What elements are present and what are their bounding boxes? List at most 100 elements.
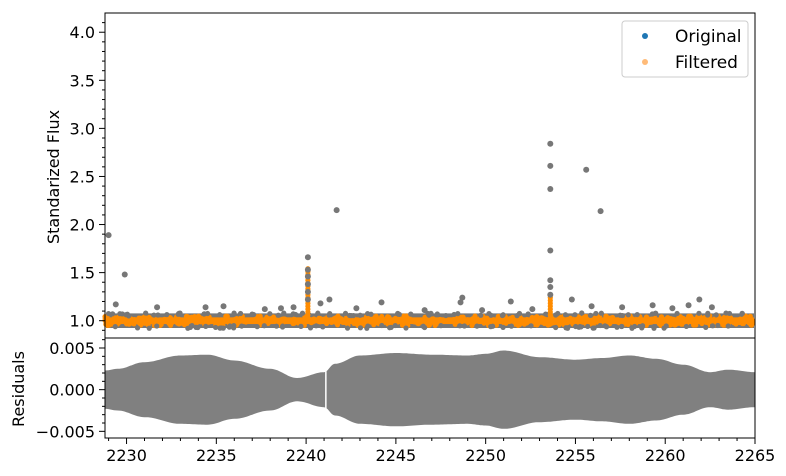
residuals-x-axis: 2230 2235 2240 2245 2250 2255 2260 2265 xyxy=(106,438,775,465)
original-outlier-point xyxy=(277,305,284,312)
original-outlier-point xyxy=(112,301,119,308)
filtered-point xyxy=(111,317,118,323)
original-point xyxy=(231,310,237,316)
filtered-point xyxy=(562,320,568,326)
original-point xyxy=(661,325,667,331)
original-point xyxy=(273,323,280,329)
original-point xyxy=(267,311,273,317)
original-outlier-point xyxy=(619,304,626,311)
original-outlier-point xyxy=(685,302,692,309)
original-outlier-point xyxy=(326,296,333,303)
original-point xyxy=(528,323,534,329)
original-outlier-point xyxy=(708,304,715,311)
original-point xyxy=(525,311,531,317)
residuals-x-tick-label: 2245 xyxy=(376,446,417,465)
flux-panel: 1.0 1.5 2.0 2.5 3.0 3.5 4.0 Standarized Flux O… xyxy=(44,12,756,339)
filtered-point xyxy=(319,316,325,323)
filtered-point xyxy=(248,317,254,323)
original-point xyxy=(443,312,449,319)
original-outlier-point xyxy=(304,296,311,303)
original-point xyxy=(421,324,428,331)
original-point xyxy=(213,324,219,331)
filtered-point xyxy=(255,315,261,321)
original-point xyxy=(392,322,398,329)
original-point xyxy=(434,311,440,317)
original-point xyxy=(154,323,160,329)
original-point xyxy=(576,324,582,330)
original-point xyxy=(725,323,731,329)
residuals-x-tick-label: 2240 xyxy=(286,446,327,465)
original-point xyxy=(357,312,363,318)
original-outlier-point xyxy=(121,271,128,278)
filtered-point xyxy=(534,322,540,328)
flux-y-tick-label: 3.0 xyxy=(70,119,95,138)
original-point xyxy=(387,325,393,331)
filtered-point xyxy=(396,315,403,322)
original-point xyxy=(151,312,157,318)
original-outlier-point xyxy=(317,300,324,307)
original-point xyxy=(299,310,306,316)
original-outlier-point xyxy=(290,304,297,311)
original-point xyxy=(134,325,141,331)
filtered-point xyxy=(358,318,365,325)
filtered-point xyxy=(238,314,244,321)
original-point xyxy=(217,325,223,331)
filtered-point xyxy=(430,319,437,326)
filtered-point xyxy=(681,319,688,325)
original-point xyxy=(598,310,604,316)
original-point xyxy=(342,310,349,317)
filtered-point xyxy=(265,320,271,326)
original-point xyxy=(597,322,603,329)
original-point xyxy=(348,313,354,319)
original-outlier-point xyxy=(507,298,514,305)
original-point xyxy=(516,310,523,317)
original-point xyxy=(591,325,597,331)
filtered-point xyxy=(567,315,573,321)
filtered-point xyxy=(477,317,483,324)
original-outlier-point xyxy=(105,232,112,239)
filtered-point xyxy=(737,316,743,322)
original-point xyxy=(315,310,321,316)
flux-y-axis: 1.0 1.5 2.0 2.5 3.0 3.5 4.0 xyxy=(70,22,105,331)
filtered-point xyxy=(746,320,752,326)
original-point xyxy=(703,324,709,330)
original-point xyxy=(457,323,463,329)
original-outlier-point xyxy=(261,306,268,313)
original-point xyxy=(187,324,193,330)
filtered-point xyxy=(376,316,382,322)
filtered-point xyxy=(539,319,545,325)
filtered-point xyxy=(352,320,358,327)
filtered-point xyxy=(282,316,288,322)
filtered-point xyxy=(473,317,479,323)
filtered-point xyxy=(538,315,545,321)
original-point xyxy=(281,310,287,316)
original-point xyxy=(625,312,631,318)
original-point xyxy=(603,324,610,330)
original-point xyxy=(379,322,385,329)
original-point xyxy=(279,324,286,330)
filtered-point xyxy=(223,313,229,319)
original-point xyxy=(275,312,281,318)
filtered-point xyxy=(675,315,682,322)
original-point xyxy=(508,323,515,329)
filtered-point xyxy=(167,315,173,321)
flux-y-tick-label: 1.0 xyxy=(70,312,95,331)
filtered-point xyxy=(345,317,351,323)
original-point xyxy=(344,325,351,331)
original-outlier-point xyxy=(547,140,554,147)
filtered-point xyxy=(666,317,673,323)
original-outlier-point xyxy=(202,304,209,311)
legend: Original Filtered xyxy=(621,20,749,78)
original-outlier-point xyxy=(547,185,554,192)
original-point xyxy=(195,324,201,331)
filtered-point xyxy=(533,317,540,323)
original-point xyxy=(451,311,457,318)
legend-marker-filtered xyxy=(642,59,648,65)
filtered-point xyxy=(415,318,421,324)
original-outlier-point xyxy=(669,305,676,312)
original-point xyxy=(357,325,364,331)
residuals-x-tick-label: 2235 xyxy=(196,446,237,465)
filtered-point xyxy=(243,319,249,325)
original-point xyxy=(249,311,255,317)
